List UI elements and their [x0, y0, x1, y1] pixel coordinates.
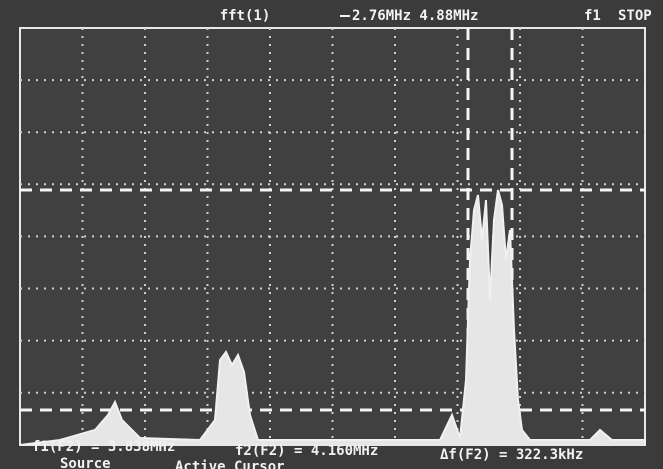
- readout: Δf(F2) = 322.3kHz: [440, 447, 583, 463]
- readout: f1(F2) = 3.838MHz: [32, 439, 175, 455]
- page: fft(1) 2.76MHz 4.88MHz f1 STOP f1(F2) = …: [0, 0, 663, 469]
- menu-item: Active Cursor: [175, 459, 285, 469]
- fft-title: fft(1): [220, 8, 271, 24]
- menu-item: Source: [60, 456, 111, 469]
- readout: f2(F2) = 4.160MHz: [235, 443, 378, 459]
- scope-screen: fft(1) 2.76MHz 4.88MHz f1 STOP f1(F2) = …: [0, 0, 663, 469]
- channel: f1: [584, 8, 601, 24]
- cursor-range: 2.76MHz 4.88MHz: [352, 8, 478, 24]
- status: STOP: [618, 8, 652, 24]
